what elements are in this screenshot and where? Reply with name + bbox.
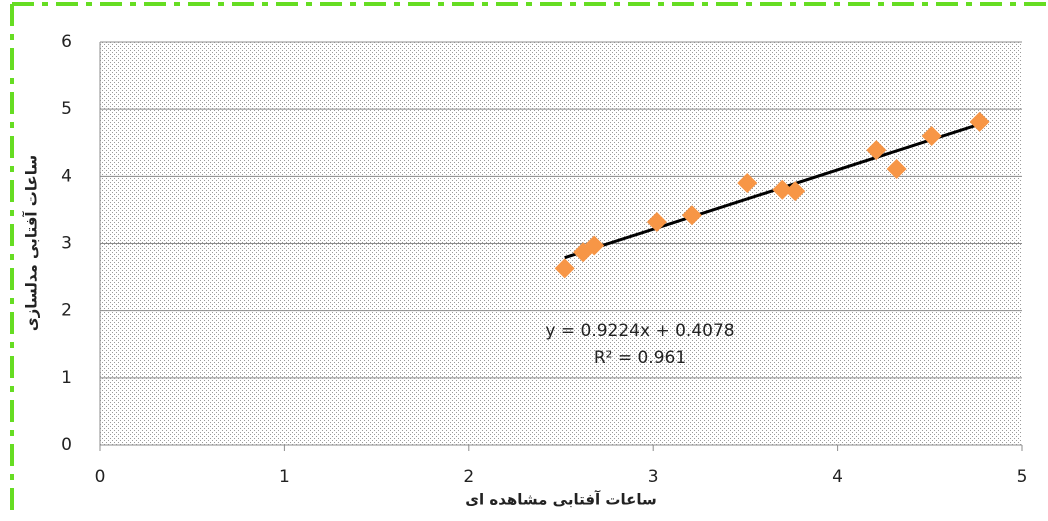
marker xyxy=(772,179,793,200)
y-tick-label: 3 xyxy=(61,234,72,254)
x-tick-label: 3 xyxy=(648,467,659,487)
trend-equation: y = 0.9224x + 0.4078 xyxy=(545,321,734,341)
x-tick-label: 4 xyxy=(832,467,843,487)
y-tick-label: 6 xyxy=(61,32,72,52)
x-tick-label: 0 xyxy=(95,467,106,487)
marker xyxy=(785,181,806,202)
y-tick-label: 2 xyxy=(61,301,72,321)
x-axis-title: ساعات آفتابی مشاهده ای xyxy=(465,491,657,509)
marker xyxy=(584,235,605,256)
y-tick-label: 4 xyxy=(61,166,72,186)
marker xyxy=(921,126,942,147)
marker xyxy=(554,258,575,279)
marker xyxy=(681,205,702,226)
y-axis-title: ساعات آفتابی مدلسازی xyxy=(23,155,41,331)
r-squared: R² = 0.961 xyxy=(594,348,686,368)
x-tick-label: 5 xyxy=(1017,467,1028,487)
y-tick-label: 5 xyxy=(61,99,72,119)
x-tick-label: 2 xyxy=(463,467,474,487)
marker xyxy=(737,173,758,194)
marker xyxy=(646,212,667,233)
x-tick-label: 1 xyxy=(279,467,290,487)
trendline xyxy=(564,122,981,260)
marker xyxy=(866,140,887,161)
marker xyxy=(969,111,990,132)
y-tick-label: 1 xyxy=(61,368,72,388)
y-tick-label: 0 xyxy=(61,435,72,455)
marker xyxy=(886,158,907,179)
